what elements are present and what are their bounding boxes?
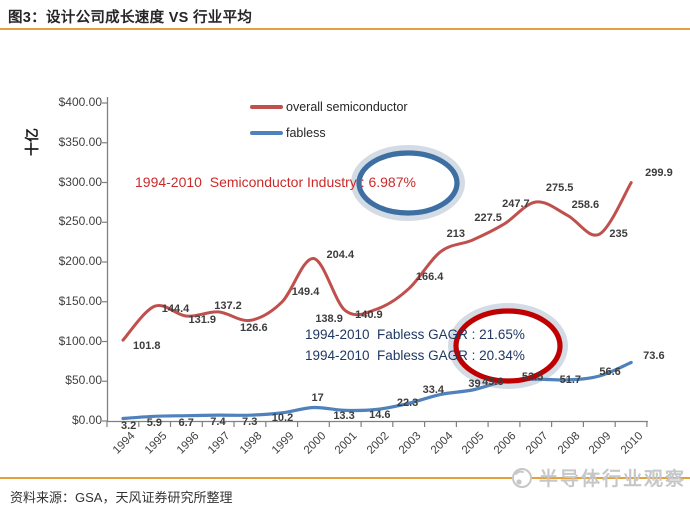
y-tick-label: $400.00 xyxy=(58,95,102,109)
legend-item-fabless: fabless xyxy=(250,120,408,146)
fabless-line xyxy=(121,360,633,421)
y-tick-label: $350.00 xyxy=(58,134,102,149)
data-label-fabless: 7.3 xyxy=(242,416,258,429)
data-label-fabless: 39 xyxy=(468,377,481,390)
watermark-text: 半导体行业观察 xyxy=(538,469,686,490)
annotation-fabless-cagr-1: 1994-2010 Fabless GAGR : 21.65% xyxy=(305,327,525,342)
highlight-ellipse-red xyxy=(453,308,563,384)
y-tick-label: $300.00 xyxy=(58,174,102,189)
annotation-fabless-cagr-2: 1994-2010 Fabless GAGR : 20.34% xyxy=(305,348,525,363)
data-label-fabless: 17 xyxy=(311,392,324,405)
watermark: 半导体行业观察 xyxy=(510,464,686,491)
y-tick-label: $50.00 xyxy=(65,373,102,388)
data-label-fabless: 52.5 xyxy=(521,371,544,384)
data-label-fabless: 73.6 xyxy=(643,350,665,363)
data-label-overall: 247.7 xyxy=(502,198,530,211)
data-label-fabless: 3.2 xyxy=(121,420,137,433)
red-line-swatch xyxy=(250,105,283,109)
data-label-overall: 149.4 xyxy=(291,286,320,299)
data-label-fabless: 22.3 xyxy=(396,397,419,410)
data-label-fabless: 33.4 xyxy=(422,384,445,397)
blue-line-swatch xyxy=(250,131,283,135)
y-tick-label: $250.00 xyxy=(58,214,102,229)
figure-title: 图3：设计公司成长速度 VS 行业平均 xyxy=(8,10,253,26)
data-label-overall: 101.8 xyxy=(133,340,161,353)
highlight-ellipse-blue xyxy=(356,150,460,216)
footer-divider xyxy=(0,477,690,479)
data-label-overall: 166.4 xyxy=(415,270,444,283)
data-label-fabless: 5.9 xyxy=(146,417,163,430)
y-tick-label: $0.00 xyxy=(71,413,102,427)
source-note: 资料来源：GSA，天风证券研究所整理 xyxy=(10,490,233,505)
data-label-overall: 144.4 xyxy=(161,303,190,316)
legend-item-overall-semiconductor: overall semiconductor xyxy=(250,94,408,120)
red-ellipse-halo xyxy=(448,303,568,389)
overall-semiconductor-line xyxy=(121,181,633,342)
data-label-overall: 138.9 xyxy=(315,312,343,325)
data-label-overall: 213 xyxy=(446,227,465,240)
data-label-fabless: 6.7 xyxy=(178,416,194,429)
circle-logo-icon xyxy=(511,467,532,488)
data-label-overall: 235 xyxy=(609,228,628,241)
data-label-fabless: 51.7 xyxy=(559,373,582,386)
y-tick-label: $200.00 xyxy=(58,254,102,268)
legend-label: fabless xyxy=(286,126,326,140)
data-label-fabless: 49.6 xyxy=(482,375,504,388)
data-label-overall: 126.6 xyxy=(240,322,268,335)
data-label-fabless: 14.6 xyxy=(369,409,391,422)
data-label-overall: 227.5 xyxy=(474,212,502,225)
data-label-overall: 204.4 xyxy=(326,248,355,261)
data-label-fabless: 10.2 xyxy=(271,411,294,424)
data-label-overall: 275.5 xyxy=(545,181,574,194)
header-divider xyxy=(0,28,690,30)
data-label-overall: 258.6 xyxy=(571,199,600,212)
data-label-fabless: 13.3 xyxy=(333,410,355,423)
annotation-industry-cagr: 1994-2010 Semiconductor Industry : 6.987… xyxy=(135,174,416,190)
y-tick-label: $150.00 xyxy=(58,293,102,308)
data-label-overall: 137.2 xyxy=(214,299,242,312)
data-label-overall: 131.9 xyxy=(188,314,217,327)
legend-label: overall semiconductor xyxy=(286,100,408,114)
data-label-overall: 299.9 xyxy=(645,166,673,179)
y-axis-title: 十亿 xyxy=(24,128,40,156)
blue-ellipse-halo xyxy=(351,145,465,221)
data-label-fabless: 7.4 xyxy=(210,416,226,429)
chart-legend: overall semiconductor fabless xyxy=(250,94,408,146)
data-label-fabless: 56.6 xyxy=(599,366,621,378)
data-label-overall: 140.9 xyxy=(355,308,383,321)
y-tick-label: $100.00 xyxy=(58,333,102,348)
